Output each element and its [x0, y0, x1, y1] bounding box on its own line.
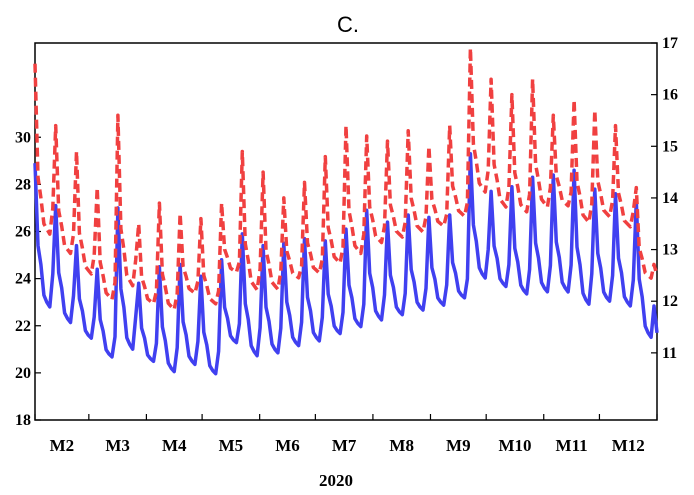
right-tick-label: 13	[662, 242, 678, 259]
series-red-dashed-line	[33, 46, 659, 312]
x-tick-label: M12	[612, 436, 645, 455]
x-tick-label: M9	[446, 436, 471, 455]
right-tick-label: 11	[662, 345, 677, 362]
left-tick-label: 22	[15, 318, 31, 335]
right-tick-label: 15	[662, 138, 678, 155]
right-axis: 11 12 13 14 15 16 17	[651, 35, 678, 362]
left-tick-label: 26	[15, 224, 31, 241]
x-tick-label: M11	[556, 436, 588, 455]
x-tick-label: M5	[219, 436, 244, 455]
x-axis: M2 M3 M4 M5 M6 M7 M8 M9 M10 M11 M12	[34, 414, 658, 455]
right-tick-label: 16	[662, 87, 678, 104]
left-tick-label: 18	[15, 412, 31, 429]
x-tick-label: M3	[105, 436, 130, 455]
left-tick-label: 20	[15, 365, 31, 382]
x-tick-label: M2	[50, 436, 75, 455]
x-axis-label: 2020	[319, 471, 353, 490]
x-tick-label: M8	[389, 436, 414, 455]
x-tick-label: M10	[498, 436, 531, 455]
series-blue-line	[33, 151, 659, 376]
left-tick-label: 28	[15, 176, 31, 193]
x-tick-label: M6	[275, 436, 300, 455]
right-tick-label: 14	[662, 190, 678, 207]
x-tick-label: M4	[162, 436, 187, 455]
left-tick-label: 30	[15, 129, 31, 146]
right-tick-label: 17	[662, 35, 678, 52]
plot-area	[33, 46, 659, 376]
left-tick-label: 24	[15, 271, 31, 288]
right-tick-label: 12	[662, 293, 678, 310]
x-tick-label: M7	[332, 436, 357, 455]
chart-title: C.	[337, 12, 359, 37]
